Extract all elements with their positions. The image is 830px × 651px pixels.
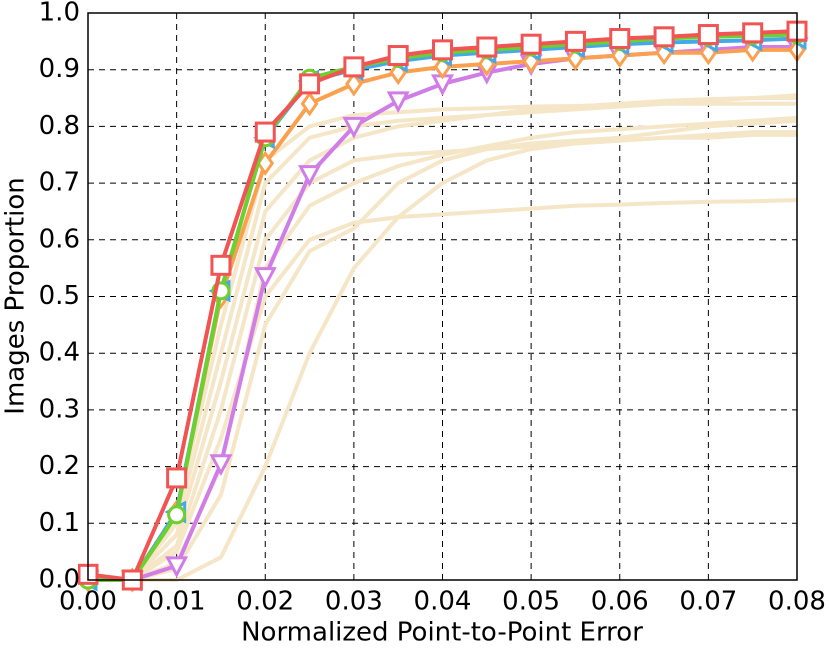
series-line xyxy=(88,101,797,582)
y-tick-label: 0.1 xyxy=(39,508,80,538)
marker xyxy=(166,467,188,489)
x-tick-label: 0.07 xyxy=(679,587,737,617)
marker xyxy=(564,30,586,52)
marker xyxy=(653,26,675,48)
marker xyxy=(165,556,189,579)
y-tick-label: 0.3 xyxy=(39,394,80,424)
y-tick-label: 0.8 xyxy=(39,111,80,141)
marker xyxy=(300,91,319,117)
series-line xyxy=(88,198,798,582)
y-tick-label: 0.6 xyxy=(39,224,80,254)
marker xyxy=(209,454,233,476)
y-axis-label: Images Proportion xyxy=(1,177,31,414)
x-tick-label: 0.08 xyxy=(768,587,826,617)
y-tick-label: 0.9 xyxy=(39,54,80,84)
marker xyxy=(299,73,321,95)
marker xyxy=(167,505,187,525)
y-tick-label: 1.0 xyxy=(39,0,80,28)
marker xyxy=(254,121,276,143)
x-tick-label: 0.02 xyxy=(236,587,294,617)
x-tick-label: 0.03 xyxy=(325,587,383,617)
x-tick-label: 0.04 xyxy=(414,587,472,617)
marker xyxy=(742,22,764,44)
plot-frame xyxy=(87,12,798,581)
marker xyxy=(253,267,277,289)
x-tick-label: 0.01 xyxy=(148,587,206,617)
x-tick-label: 0.00 xyxy=(59,587,117,617)
y-tick-label: 0.5 xyxy=(39,281,80,311)
y-tick-label: 0.4 xyxy=(39,338,80,368)
series-line xyxy=(88,96,797,582)
marker xyxy=(342,116,366,139)
marker xyxy=(210,254,232,276)
series-line xyxy=(88,118,798,582)
plot-area xyxy=(78,12,809,593)
y-tick-label: 0.2 xyxy=(39,451,80,481)
y-tick-label: 0.7 xyxy=(39,168,80,198)
x-tick-label: 0.05 xyxy=(502,587,560,617)
marker xyxy=(343,56,365,78)
series-line xyxy=(88,130,797,582)
marker xyxy=(697,24,719,46)
marker xyxy=(520,33,542,55)
y-tick-label: 0.0 xyxy=(39,565,80,595)
marker xyxy=(609,28,631,50)
marker xyxy=(386,91,410,114)
marker xyxy=(387,45,409,67)
marker xyxy=(476,36,498,58)
x-tick-label: 0.06 xyxy=(591,587,649,617)
marker xyxy=(345,71,363,97)
marker xyxy=(298,165,322,187)
x-axis-label: Normalized Point-to-Point Error xyxy=(241,618,643,648)
marker xyxy=(432,39,453,61)
